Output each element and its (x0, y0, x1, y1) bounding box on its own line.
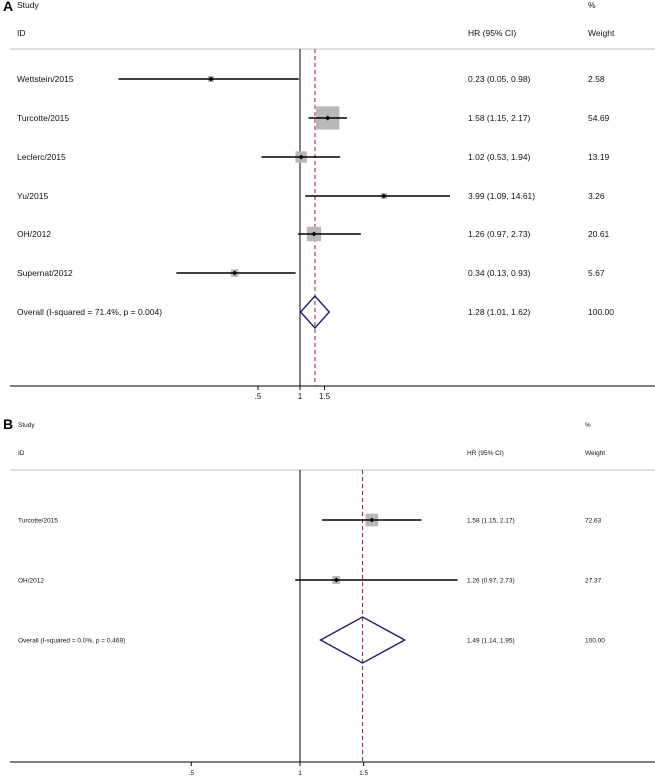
panel-b-overall-row: Overall (I-squared = 0.0%, p = 0.469) 1.4… (18, 616, 605, 664)
panel-a-point-estimate (311, 231, 317, 237)
panel-a-study-row: OH/2012 1.26 (0.97, 2.73) 20.61 (17, 226, 610, 242)
panel-a-point-estimate (208, 76, 214, 82)
panel-a-header-id: ID (17, 28, 26, 38)
panel-a-study-weight-text: 54.69 (588, 113, 610, 123)
panel-a-study-label: Wettstein/2015 (17, 74, 74, 84)
panel-b-study-weight-text: 27.37 (585, 578, 602, 585)
panel-b-header-weight-top: % (585, 422, 591, 429)
panel-a-study-row: Wettstein/2015 0.23 (0.05, 0.98) 2.58 (17, 74, 605, 84)
panel-a-header-weight-top: % (588, 0, 596, 10)
panel-a-tick-label: 1.5 (319, 392, 331, 401)
panel-b-header-study: Study (18, 422, 35, 429)
panel-b-tick-label: 1 (298, 770, 302, 777)
panel-b-study-label: Turcotte/2015 (18, 518, 58, 525)
panel-a-study-weight-text: 13.19 (588, 152, 610, 162)
panel-a-study-row: Leclerc/2015 1.02 (0.53, 1.94) 13.19 (17, 151, 610, 163)
panel-a-header-weight: Weight (588, 28, 615, 38)
panel-b-study-ci-text: 1.58 (1.15, 2.17) (467, 518, 515, 525)
panel-b-point-estimate (369, 517, 375, 523)
panel-b-header-weight: Weight (585, 450, 605, 457)
panel-b-header-id: ID (18, 450, 25, 457)
panel-a-study-ci-text: 3.99 (1.09, 14.61) (468, 191, 535, 201)
panel-b-study-row: OH/2012 1.26 (0.97, 2.73) 27.37 (18, 576, 602, 585)
panel-a-overall-label: Overall (I-squared = 71.4%, p = 0.004) (17, 307, 162, 317)
panel-a-header-effect: HR (95% CI) (468, 28, 516, 38)
panel-a-study-label: OH/2012 (17, 229, 51, 239)
panel-a-study-row: Yu/2015 3.99 (1.09, 14.61) 3.26 (17, 191, 605, 201)
panel-a-study-weight-text: 2.58 (588, 74, 605, 84)
panel-a-study-row: Turcotte/2015 1.58 (1.15, 2.17) 54.69 (17, 106, 610, 130)
panel-a-study-label: Turcotte/2015 (17, 113, 69, 123)
panel-a-study-ci-text: 1.26 (0.97, 2.73) (468, 229, 531, 239)
panel-a-study-ci-text: 1.58 (1.15, 2.17) (468, 113, 531, 123)
panel-a-letter: A (3, 0, 13, 14)
panel-b-overall-diamond (319, 616, 407, 664)
panel-a-point-estimate (325, 115, 331, 121)
panel-a-study-label: Yu/2015 (17, 191, 48, 201)
panel-b-header-effect: HR (95% CI) (467, 450, 504, 457)
panel-a-study-row: Supernat/2012 0.34 (0.13, 0.93) 5.67 (17, 268, 605, 278)
panel-a-study-ci-text: 0.34 (0.13, 0.93) (468, 268, 531, 278)
panel-b-letter: B (3, 416, 13, 432)
panel-a-point-estimate (298, 154, 304, 160)
panel-a-overall-weight-text: 100.00 (588, 307, 614, 317)
panel-b-tick-label: .5 (189, 770, 195, 777)
panel-b-study-row: Turcotte/2015 1.58 (1.15, 2.17) 72.63 (18, 513, 602, 527)
panel-a-study-ci-text: 0.23 (0.05, 0.98) (468, 74, 531, 84)
panel-a-tick-label: .5 (255, 392, 262, 401)
panel-a-tick-label: 1 (298, 392, 303, 401)
panel-a-point-estimate (232, 270, 238, 276)
panel-a-study-ci-text: 1.02 (0.53, 1.94) (468, 152, 531, 162)
panel-a-overall-row: Overall (I-squared = 71.4%, p = 0.004) 1.… (17, 294, 614, 330)
panel-b-point-estimate (333, 577, 339, 583)
panel-b-study-ci-text: 1.26 (0.97, 2.73) (467, 578, 515, 585)
panel-b-overall-weight-text: 100.00 (585, 638, 605, 645)
panel-b-overall-label: Overall (I-squared = 0.0%, p = 0.469) (18, 638, 125, 645)
panel-b-overall-ci-text: 1.49 (1.14, 1.95) (467, 638, 515, 645)
panel-a-study-weight-text: 5.67 (588, 268, 605, 278)
panel-b-tick-label: 1.5 (359, 770, 368, 777)
panel-a: A Study % ID HR (95% CI) Weight .5 1 1.5 W… (3, 0, 655, 401)
panel-b: B Study % ID HR (95% CI) Weight .5 1 1.5 T… (3, 416, 655, 777)
panel-b-study-label: OH/2012 (18, 578, 44, 585)
panel-b-study-weight-text: 72.63 (585, 518, 602, 525)
panel-a-study-label: Supernat/2012 (17, 268, 73, 278)
panel-a-study-weight-text: 3.26 (588, 191, 605, 201)
panel-a-study-weight-text: 20.61 (588, 229, 610, 239)
panel-a-point-estimate (381, 193, 387, 199)
panel-a-study-label: Leclerc/2015 (17, 152, 66, 162)
panel-a-overall-diamond (299, 294, 331, 330)
panel-a-overall-ci-text: 1.28 (1.01, 1.62) (468, 307, 531, 317)
panel-a-header-study: Study (17, 0, 39, 10)
